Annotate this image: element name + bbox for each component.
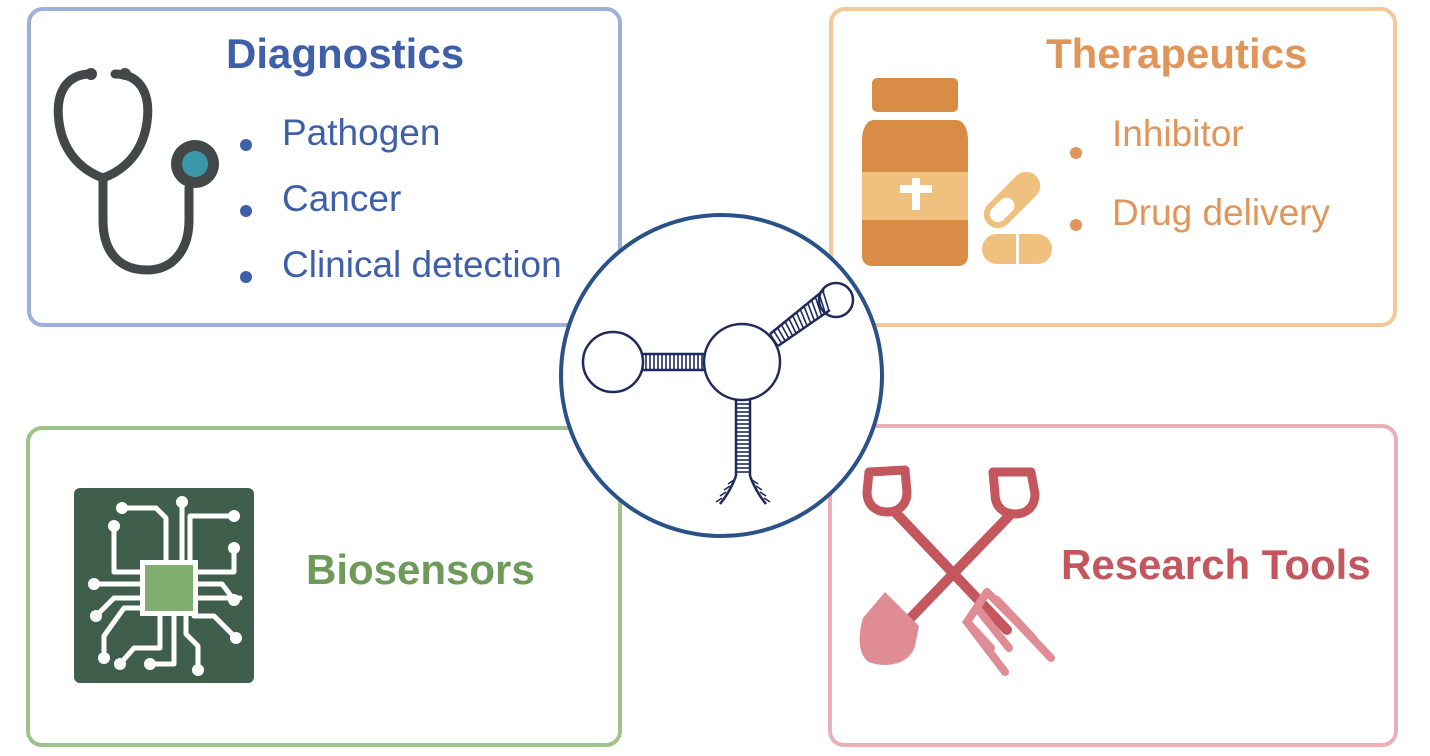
base-pair-rung [719, 491, 727, 497]
base-pair-rung [763, 497, 771, 503]
base-pair-rung [791, 315, 801, 332]
therapeutics-list: Inhibitor Drug delivery [1070, 113, 1330, 258]
base-pair-rung [776, 327, 786, 342]
base-pair-rung [715, 497, 723, 503]
shovel-pitchfork-icon [859, 465, 1055, 676]
base-pair-rung [723, 485, 731, 491]
biosensors-title: Biosensors [306, 546, 535, 593]
base-pair-rung [784, 321, 794, 337]
base-pair-rung [727, 479, 735, 485]
base-pair-rung [755, 485, 763, 491]
therapeutics-title: Therapeutics [1046, 30, 1308, 77]
list-item: Clinical detection [240, 244, 562, 310]
base-pair-rung [803, 305, 812, 324]
base-pair-rung [814, 296, 823, 317]
base-pair-rung [799, 309, 808, 327]
list-item: Inhibitor [1070, 113, 1330, 192]
base-pair-rung [759, 491, 767, 497]
rna-aptamer-icon [581, 281, 855, 505]
base-pair-rung [818, 293, 827, 314]
base-pair-rung [795, 312, 805, 329]
list-item: Drug delivery [1070, 192, 1330, 258]
research-tools-panel [828, 424, 1398, 747]
base-pair-rung [788, 318, 797, 334]
base-pair-rung [773, 330, 783, 344]
list-item: Cancer [240, 178, 562, 244]
base-pair-rung [810, 299, 819, 319]
base-pair-rung [807, 302, 816, 322]
list-item: Pathogen [240, 112, 562, 178]
medicine-bottle-icon [862, 78, 1052, 266]
base-pair-rung [822, 290, 830, 311]
circuit-chip-icon [74, 488, 254, 683]
diagnostics-title: Diagnostics [226, 30, 465, 77]
base-pair-rung [780, 324, 790, 339]
research-tools-title: Research Tools [1061, 541, 1371, 588]
base-pair-rung [751, 479, 759, 485]
stethoscope-icon [53, 68, 219, 275]
diagnostics-list: Pathogen Cancer Clinical detection [240, 112, 562, 310]
center-circle [559, 213, 884, 538]
base-pair-rung [769, 333, 779, 347]
